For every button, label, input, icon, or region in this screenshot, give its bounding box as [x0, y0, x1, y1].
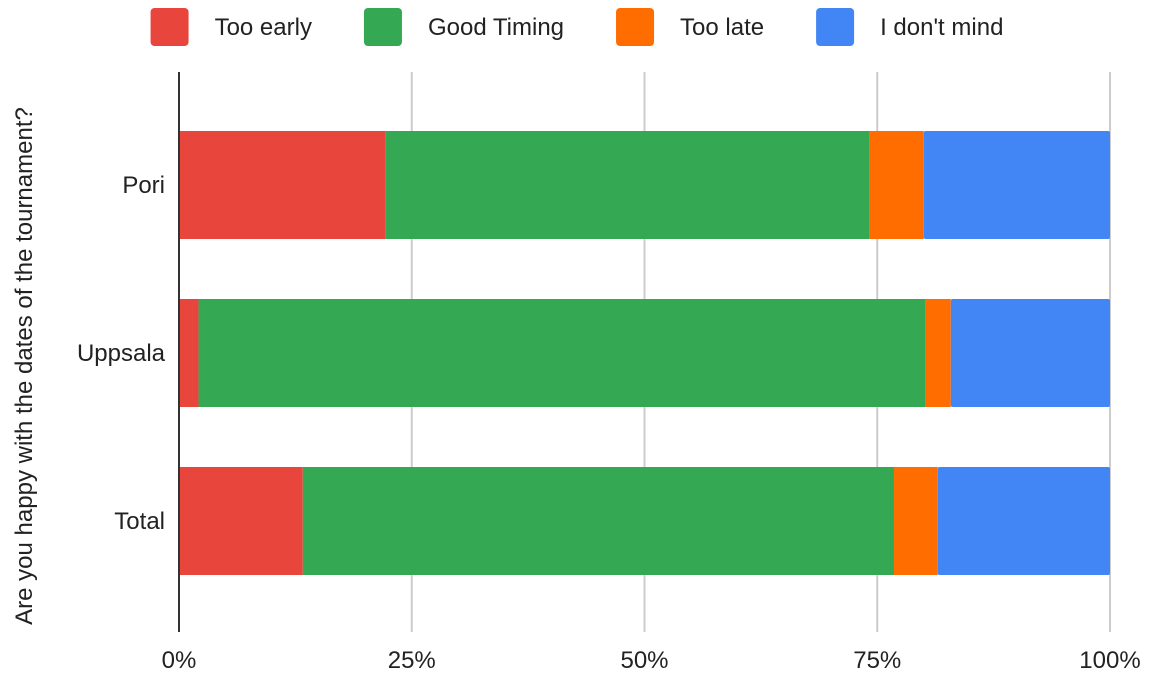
category-label-uppsala: Uppsala [77, 340, 166, 367]
legend-label-good-timing: Good Timing [428, 14, 564, 41]
legend: Too early Good Timing Too late I don't mind [150, 8, 1003, 46]
legend-label-too-early: Too early [215, 14, 312, 41]
x-tick-label-4: 100% [1079, 647, 1140, 674]
x-tick-label-2: 50% [620, 647, 668, 674]
x-tick-label-0: 0% [162, 647, 197, 674]
category-label-pori: Pori [122, 172, 165, 199]
legend-swatch-i-don-t-mind [816, 8, 855, 46]
bar-uppsala-too-early [179, 299, 199, 407]
bar-total-too-early [179, 467, 303, 575]
legend-swatch-good-timing [363, 8, 402, 46]
bar-pori-good-timing [385, 131, 870, 239]
legend-swatch-too-early [150, 8, 189, 46]
x-tick-label-1: 25% [388, 647, 436, 674]
legend-swatch-too-late [616, 8, 655, 46]
legend-label-too-late: Too late [680, 14, 764, 41]
bar-uppsala-too-late [925, 299, 951, 407]
bar-pori-too-late [869, 131, 924, 239]
bar-total-i-don-t-mind [937, 467, 1110, 575]
x-tick-labels: 0% 25% 50% 75% 100% [162, 647, 1141, 674]
bar-total-good-timing [302, 467, 895, 575]
y-axis-title: Are you happy with the dates of the tour… [11, 107, 38, 625]
category-label-total: Total [114, 508, 165, 535]
bar-uppsala-good-timing [198, 299, 926, 407]
bar-uppsala-i-don-t-mind [950, 299, 1110, 407]
category-labels: Pori Uppsala Total [77, 172, 166, 535]
bar-pori-i-don-t-mind [923, 131, 1110, 239]
legend-label-i-don-t-mind: I don't mind [880, 14, 1003, 41]
bars [179, 131, 1110, 575]
x-tick-label-3: 75% [853, 647, 901, 674]
bar-pori-too-early [179, 131, 386, 239]
bar-total-too-late [894, 467, 938, 575]
